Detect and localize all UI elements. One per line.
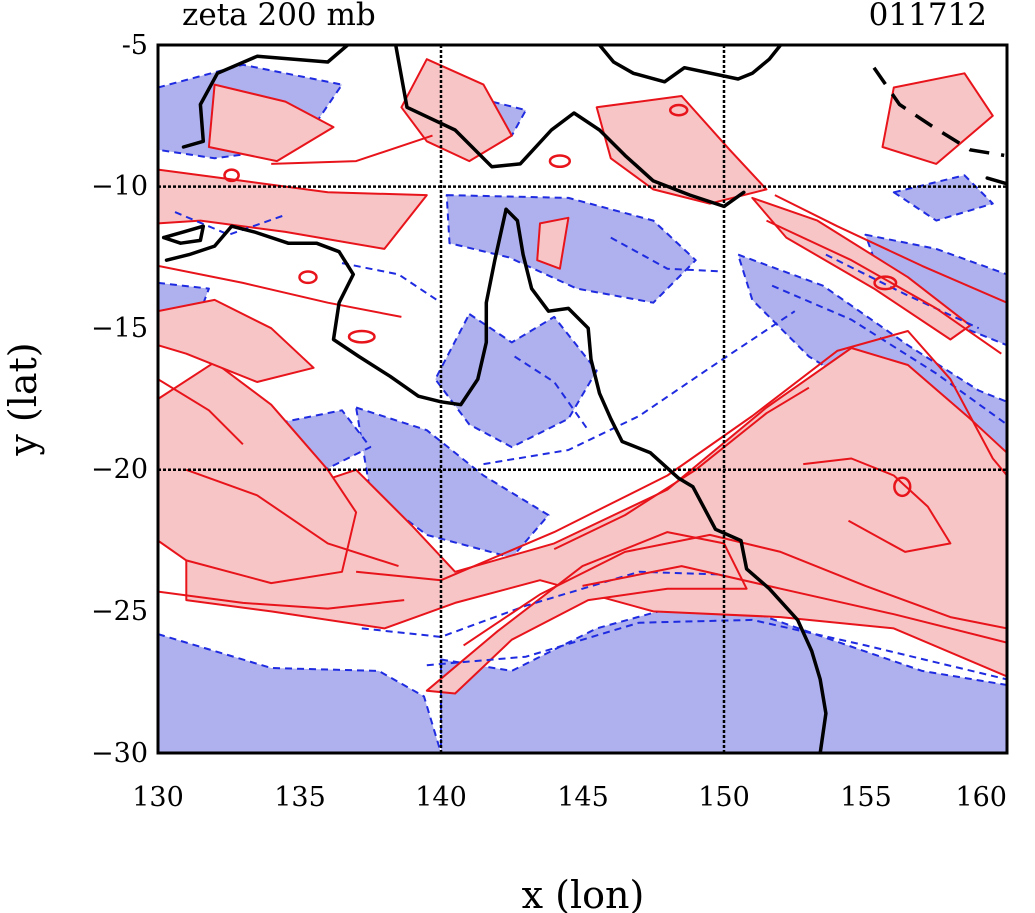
positive-vorticity-contour [271,134,433,165]
x-tick-label: 135 [274,782,326,813]
x-tick-label: 155 [840,782,892,813]
coastline-dashed-segment [872,66,1005,158]
coastline-segment [161,224,206,245]
negative-vorticity-contour [514,355,590,431]
negative-vorticity-contour [361,570,725,638]
y-tick-label: −15 [91,313,148,344]
negative-vorticity-contour [174,211,286,236]
coastline-segment [985,176,1007,186]
positive-vorticity-contour [158,264,402,318]
positive-vorticity-region [207,83,335,163]
x-axis-ticks: 130 135 140 145 150 155 160 [132,782,1007,813]
y-tick-label: -5 [122,30,148,61]
coastline [161,45,1007,753]
plot-frame [156,43,1009,755]
positive-vorticity-ring [298,270,318,285]
negative-vorticity-contour [610,236,725,273]
title-right: 011712 [869,0,987,33]
plot-area [158,45,1007,753]
y-tick-label: −25 [91,596,148,627]
negative-vorticity-region [445,194,697,304]
positive-vorticity-contour [803,457,952,553]
negative-vorticity-contours [174,211,1007,681]
positive-vorticity-contour [582,565,1007,644]
x-tick-label: 160 [955,782,1007,813]
positive-vorticity-ring [893,476,912,498]
positive-vorticity-region [158,168,428,250]
positive-vorticity-region [536,216,570,270]
positive-vorticity-contour [463,533,1007,647]
negative-vorticity-region [158,633,442,753]
negative-vorticity-contour [771,284,1007,426]
positive-vorticity-contour [158,378,244,446]
y-tick-label: −20 [91,454,148,485]
positive-vorticity-contours [158,103,1007,647]
positive-vorticity-region [400,58,513,163]
positive-vorticity-contour [158,590,405,610]
y-axis-label: y (lat) [1,342,45,456]
positive-vorticity-ring [548,154,572,169]
positive-vorticity-contour [356,330,1007,582]
lat-lon-gridlines [158,45,1007,753]
negative-vorticity-contour [825,253,980,330]
positive-vorticity-ring [223,168,240,183]
y-tick-label: −10 [91,171,148,202]
coastline-segment [181,45,350,149]
positive-vorticity-contour [774,194,1007,304]
x-tick-label: 140 [415,782,467,813]
coastline-segment [393,45,746,209]
positive-vorticity-ring [347,329,376,344]
negative-vorticity-region [434,313,598,449]
positive-vorticity-contour [766,219,1002,355]
negative-vorticity-contour [426,618,1007,681]
positive-vorticity-ring [668,103,689,117]
coastline-segment [504,207,828,753]
positive-vorticity-ring [873,275,898,291]
positive-vorticity-region [158,298,315,383]
y-tick-label: −30 [91,738,148,769]
coastline-segment [597,45,783,84]
positive-vorticity-contour [185,468,399,568]
x-tick-label: 130 [132,782,184,813]
coastline-segment [164,207,508,407]
y-axis-ticks: -5 −10 −15 −20 −25 −30 [91,30,148,769]
x-tick-label: 150 [698,782,750,813]
title-left: zeta 200 mb [182,0,376,33]
x-tick-label: 145 [557,782,609,813]
positive-vorticity-region [751,196,972,341]
positive-vorticity-region [881,72,994,165]
negative-vorticity-region [864,233,1007,347]
x-axis-label: x (lon) [522,873,645,913]
